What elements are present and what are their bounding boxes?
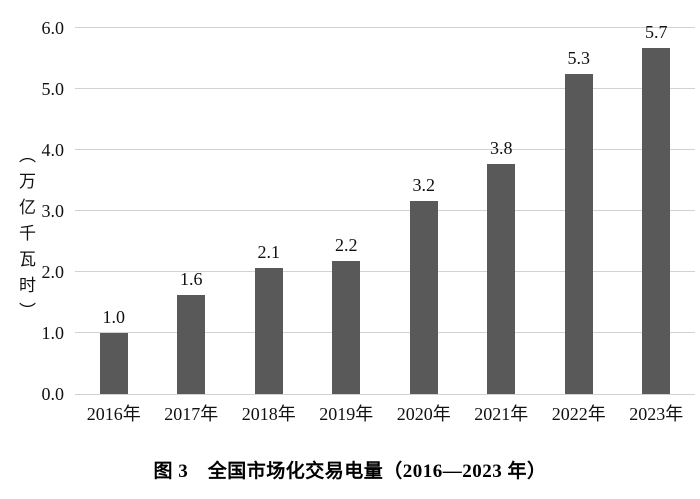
bar-slot: 5.7: [618, 22, 696, 394]
bar-slot: 3.2: [385, 28, 463, 394]
gridline: [75, 394, 695, 395]
y-tick-label: 6.0: [41, 18, 65, 38]
gridline: [75, 27, 695, 28]
x-tick-label: 2020年: [396, 404, 451, 424]
y-tick-label: 3.0: [41, 201, 65, 221]
bar: [332, 261, 361, 394]
y-tick-label: 5.0: [41, 79, 65, 99]
x-tick-label: 2016年: [86, 404, 141, 424]
bar: [177, 294, 206, 394]
x-axis: 2016年 2017年 2018年 2019年 2020年 2021年 2022年 2023年: [75, 403, 695, 425]
bar-value-label: 3.8: [490, 138, 513, 159]
bar-slot: 1.6: [153, 28, 231, 394]
bar-value-label: 5.7: [645, 22, 668, 43]
bar: [642, 48, 671, 394]
y-axis-title: （万亿千瓦时）: [16, 146, 35, 328]
bar: [99, 333, 128, 394]
x-tick-label: 2023年: [629, 404, 684, 424]
bar-value-label: 2.1: [257, 241, 281, 262]
bar: [564, 73, 593, 394]
gridline: [75, 332, 695, 334]
x-tick-label: 2017年: [164, 404, 219, 424]
bar-slot: 1.0: [75, 28, 153, 394]
bar: [487, 164, 516, 394]
x-tick-label: 2021年: [474, 404, 529, 424]
y-tick-label: 0.0: [41, 384, 65, 404]
bar-value-label: 2.2: [335, 235, 358, 256]
bar-value-label: 1.0: [102, 307, 126, 327]
bar-value-label: 5.3: [567, 47, 591, 68]
gridline: [75, 88, 695, 89]
x-tick-label: 2022年: [551, 404, 606, 424]
bar-value-label: 3.2: [412, 174, 436, 195]
x-tick-label: 2018年: [241, 404, 296, 424]
chart-caption: 图 3 全国市场化交易电量（2016—2023 年）: [153, 461, 547, 482]
bar-value-label: 1.6: [180, 268, 203, 289]
bar: [409, 200, 438, 394]
bar-slot: 2.2: [308, 28, 386, 394]
gridline: [75, 149, 695, 151]
bar-slot: 3.8: [463, 28, 541, 394]
x-tick-label: 2019年: [319, 404, 374, 424]
y-tick-label: 2.0: [41, 262, 65, 283]
plot-area: 1.0 1.6 2.1 2.2 3.2 3.8 5.3 5.7: [75, 22, 696, 395]
y-tick-label: 1.0: [41, 323, 65, 344]
y-axis: 0.0 1.0 2.0 3.0 4.0 5.0 6.0: [0, 18, 65, 404]
bar: [254, 267, 283, 394]
gridline: [75, 271, 695, 273]
bar-slot: 2.1: [230, 28, 308, 394]
gridline: [75, 210, 695, 211]
y-tick-label: 4.0: [41, 140, 65, 161]
bar-slot: 5.3: [540, 28, 618, 394]
